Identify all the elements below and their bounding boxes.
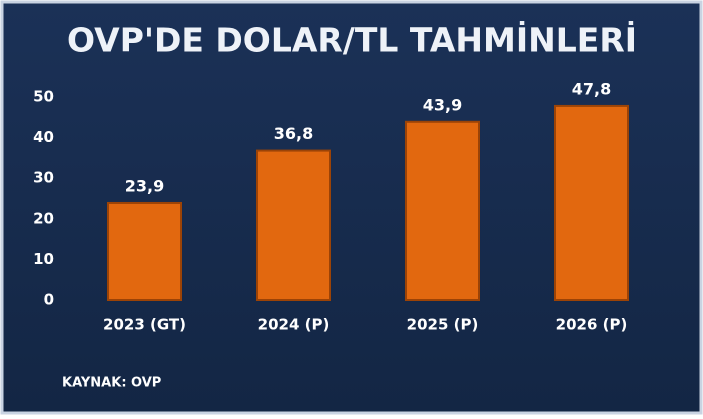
chart-title: OVP'DE DOLAR/TL TAHMİNLERİ [67, 20, 637, 60]
bar [106, 201, 183, 301]
value-label: 23,9 [125, 176, 164, 195]
source-note: KAYNAK: OVP [62, 376, 161, 391]
y-tick-label: 0 [44, 291, 54, 309]
x-tick-label: 2026 (P) [556, 316, 628, 334]
x-tick-label: 2023 (GT) [103, 316, 186, 334]
y-tick-label: 20 [33, 209, 54, 227]
x-tick-label: 2025 (P) [407, 316, 479, 334]
y-tick-label: 50 [33, 88, 54, 106]
value-label: 47,8 [572, 79, 611, 98]
y-tick-label: 10 [33, 250, 54, 268]
x-tick-label: 2024 (P) [258, 316, 330, 334]
value-label: 36,8 [274, 124, 313, 143]
bar [255, 149, 332, 301]
y-tick-label: 40 [33, 128, 54, 146]
bar [553, 104, 630, 301]
value-label: 43,9 [423, 95, 462, 114]
bar [404, 120, 481, 301]
y-tick-label: 30 [33, 169, 54, 187]
